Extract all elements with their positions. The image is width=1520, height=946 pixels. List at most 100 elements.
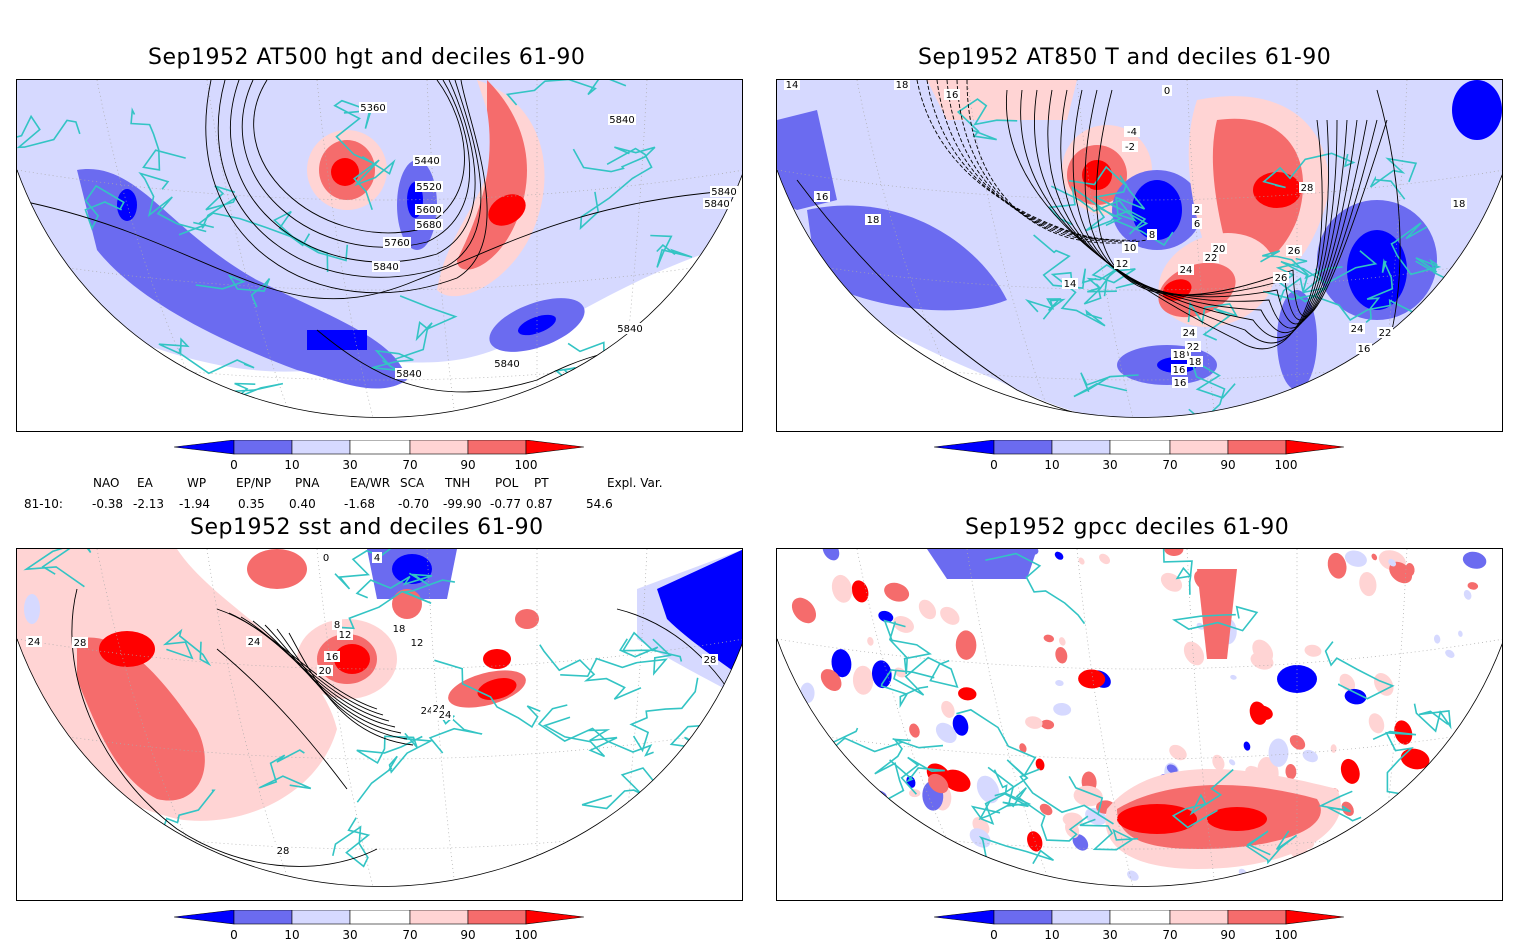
contour-label-bg (419, 705, 435, 716)
graticule-line (777, 169, 1502, 201)
map-boundary (777, 638, 1502, 887)
contour-label-bg (1299, 182, 1315, 193)
colorbar-bottom-right: 0 10 30 70 90 100 (934, 910, 1344, 946)
decile-shading (1413, 780, 1431, 796)
contour-label-bg (1124, 126, 1140, 137)
contour-label-bg (1162, 85, 1172, 96)
coastline (158, 337, 255, 375)
colorbar-segment (1227, 910, 1287, 925)
contour-line (218, 80, 482, 278)
colorbar-segment (1227, 440, 1287, 455)
contour-label: 28 (1301, 183, 1314, 194)
contour-label-bg (1172, 377, 1188, 388)
contour-label: 22 (1205, 253, 1218, 264)
decile-shading (1400, 748, 1430, 770)
contour-label: 24 (1351, 324, 1364, 335)
decile-shading (77, 637, 205, 801)
contour-label-bg (26, 636, 42, 647)
contour-label-bg (1178, 264, 1194, 275)
decile-shading (1388, 558, 1397, 567)
colorbar-segment (349, 440, 411, 455)
contour-label-bg (865, 214, 881, 225)
contour-label: 16 (1173, 365, 1186, 376)
colorbar-tick-label: 100 (514, 928, 538, 942)
coastline (1318, 790, 1362, 822)
coastline (434, 659, 541, 729)
contour-label: 12 (411, 638, 424, 649)
decile-shading (1243, 741, 1251, 751)
contour-label: 0 (1164, 86, 1170, 97)
decile-shading (1433, 634, 1441, 644)
decile-shading (392, 554, 432, 584)
map-panel-hgt: 5360 5440 5520 5600 5680 5760 5840 5840 5840 5840… (16, 79, 743, 432)
coastline (1262, 290, 1436, 333)
decile-shading (884, 582, 910, 602)
colorbar-tick-label: 10 (284, 458, 300, 472)
coastline (84, 184, 125, 231)
decile-shading (1405, 563, 1415, 577)
coastline (1171, 768, 1234, 829)
coastline (539, 644, 642, 700)
decile-shading (777, 110, 837, 210)
decile-shading (852, 665, 874, 695)
decile-shading (483, 649, 511, 669)
decile-shading (871, 786, 877, 795)
coastline (1033, 234, 1097, 289)
contour-label-bg (413, 155, 441, 166)
contour-line (796, 179, 1198, 418)
colorbar-segment (993, 440, 1053, 455)
contour-label-bg (1185, 341, 1201, 352)
contour-line (229, 80, 476, 263)
decile-shading (862, 831, 887, 852)
decile-shading (1462, 551, 1487, 569)
colorbar-segment (1169, 440, 1229, 455)
contour-label-bg (317, 665, 333, 676)
decile-shading (969, 828, 991, 848)
decile-shading (831, 649, 852, 678)
coastline (1162, 549, 1193, 595)
index-header: EA/WR (350, 476, 391, 490)
contour-line (71, 588, 378, 867)
decile-shading (1212, 754, 1225, 771)
decile-shading (1099, 553, 1111, 565)
contour-label-bg (383, 237, 411, 248)
contour-label-bg (702, 654, 718, 665)
decile-shading (1314, 849, 1337, 873)
decile-shading (1229, 759, 1236, 766)
decile-shading (1368, 713, 1385, 734)
decile-shading (976, 775, 1000, 804)
contour-label: 5760 (384, 238, 409, 249)
colorbar-tick-label: 10 (1044, 458, 1060, 472)
coastline (195, 274, 271, 308)
coastline (825, 727, 944, 756)
graticule-line (426, 549, 458, 887)
index-header: TNH (445, 476, 471, 490)
decile-shading (1408, 872, 1416, 882)
map-boundary (777, 169, 1502, 418)
contour-label-bg (608, 114, 636, 125)
colorbar-top-right: 0 10 30 70 90 100 (934, 440, 1344, 476)
index-value: 0.35 (238, 497, 265, 511)
colorbar-tick-label: 70 (402, 458, 418, 472)
contour-label: 6 (1194, 219, 1200, 230)
coastline (1083, 265, 1122, 305)
colorbar-tick-label: 0 (990, 458, 998, 472)
decile-shading (1330, 744, 1337, 753)
decile-shading (1467, 582, 1479, 590)
graticule-line (1186, 549, 1218, 887)
colorbar-tick-label: 0 (230, 458, 238, 472)
contour-label-bg (814, 191, 830, 202)
decile-shading (1327, 552, 1347, 579)
contour-label: 28 (74, 638, 87, 649)
graticule-line (206, 549, 298, 887)
graticule-line (777, 638, 1502, 670)
contour-label-bg (1203, 252, 1219, 263)
decile-shading (1040, 719, 1055, 730)
contour-label-bg (1356, 343, 1372, 354)
contour-label-bg (1062, 278, 1078, 289)
contour-label: 16 (1358, 344, 1371, 355)
colorbar-tick-label: 70 (1162, 928, 1178, 942)
decile-shading (307, 330, 367, 350)
decile-shading (1117, 804, 1197, 834)
contour-label-bg (437, 709, 453, 720)
